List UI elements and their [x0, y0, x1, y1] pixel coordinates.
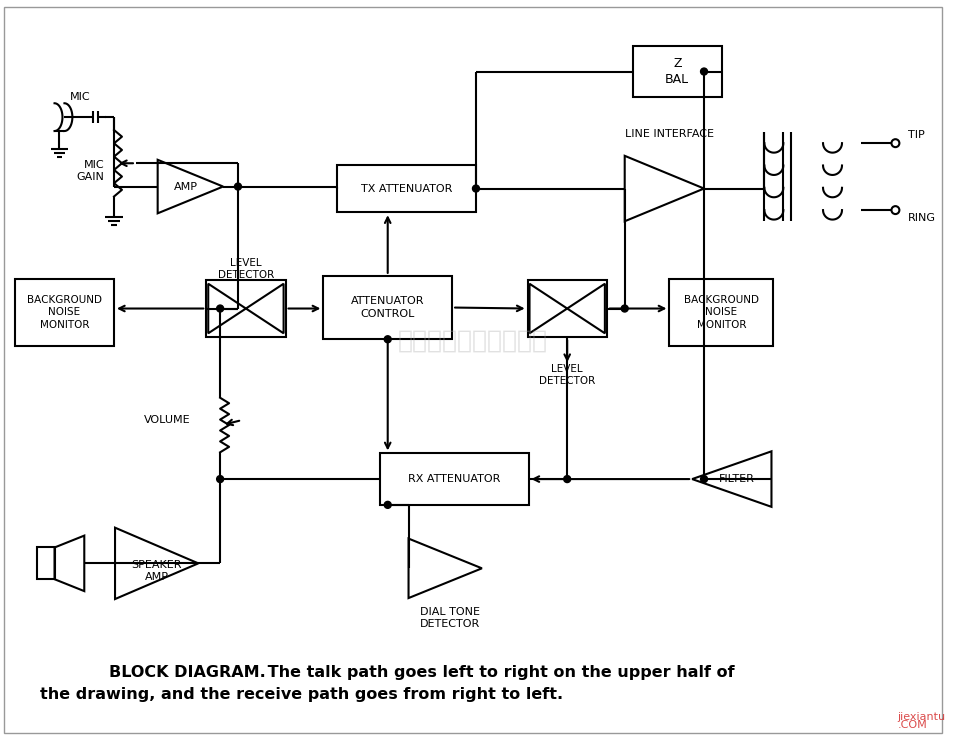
Text: jiexiantu: jiexiantu: [897, 712, 944, 722]
Text: The talk path goes left to right on the upper half of: The talk path goes left to right on the …: [261, 665, 734, 681]
Circle shape: [216, 305, 223, 312]
Bar: [632, 46, 721, 97]
Text: TIP: TIP: [907, 130, 924, 141]
Circle shape: [384, 336, 391, 343]
Circle shape: [472, 185, 479, 192]
Text: BLOCK DIAGRAM.: BLOCK DIAGRAM.: [109, 665, 266, 681]
Bar: [36, 548, 54, 579]
Text: Z
BAL: Z BAL: [664, 57, 689, 86]
Text: .COM: .COM: [897, 720, 926, 730]
Bar: [527, 280, 606, 337]
Circle shape: [700, 68, 707, 75]
Bar: [379, 454, 528, 505]
Text: BACKGROUND
NOISE
MONITOR: BACKGROUND NOISE MONITOR: [683, 295, 758, 330]
Text: MIC: MIC: [70, 92, 90, 102]
Bar: [336, 165, 476, 212]
Text: VOLUME: VOLUME: [144, 415, 191, 425]
Text: 杭州将睿科技有限公司: 杭州将睿科技有限公司: [397, 329, 547, 352]
Text: LEVEL
DETECTOR: LEVEL DETECTOR: [217, 258, 274, 280]
Text: MIC
GAIN: MIC GAIN: [76, 160, 104, 182]
Text: DIAL TONE
DETECTOR: DIAL TONE DETECTOR: [419, 607, 479, 629]
Circle shape: [700, 476, 707, 482]
Circle shape: [234, 183, 241, 190]
Text: LEVEL
DETECTOR: LEVEL DETECTOR: [538, 364, 595, 386]
Text: FILTER: FILTER: [718, 474, 754, 484]
Bar: [15, 279, 114, 346]
Text: BACKGROUND
NOISE
MONITOR: BACKGROUND NOISE MONITOR: [27, 295, 102, 330]
Text: RING: RING: [907, 213, 935, 223]
Text: ATTENUATOR
CONTROL: ATTENUATOR CONTROL: [351, 296, 424, 319]
Circle shape: [620, 305, 627, 312]
Text: LINE INTERFACE: LINE INTERFACE: [624, 129, 713, 139]
Circle shape: [384, 502, 391, 508]
Text: RX ATTENUATOR: RX ATTENUATOR: [408, 474, 499, 484]
Text: AMP: AMP: [173, 181, 197, 192]
Text: SPEAKER
AMP: SPEAKER AMP: [132, 560, 182, 582]
Circle shape: [216, 476, 223, 482]
Text: the drawing, and the receive path goes from right to left.: the drawing, and the receive path goes f…: [40, 687, 562, 702]
Circle shape: [563, 476, 570, 482]
Bar: [669, 279, 773, 346]
Bar: [206, 280, 285, 337]
Text: TX ATTENUATOR: TX ATTENUATOR: [360, 184, 452, 194]
Bar: [323, 276, 452, 339]
